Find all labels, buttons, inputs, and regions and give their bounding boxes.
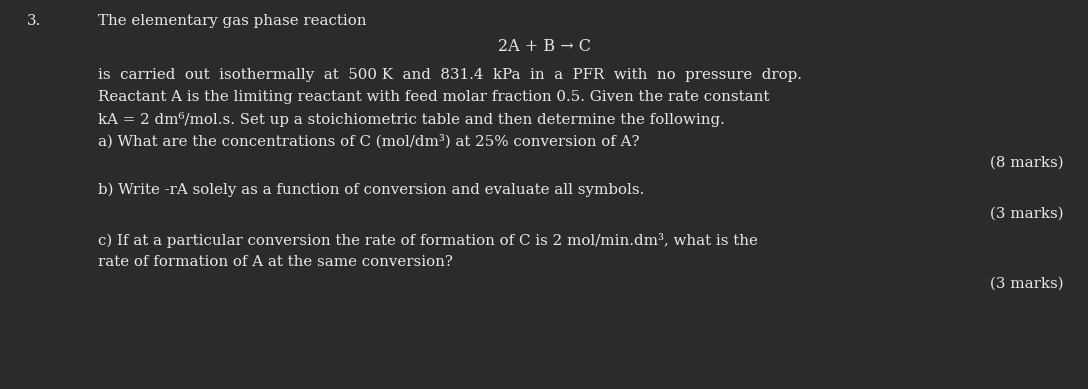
Text: (3 marks): (3 marks) (989, 277, 1063, 291)
Text: (3 marks): (3 marks) (989, 207, 1063, 221)
Text: 2A + B → C: 2A + B → C (497, 38, 591, 55)
Text: is  carried  out  isothermally  at  500 K  and  831.4  kPa  in  a  PFR  with  no: is carried out isothermally at 500 K and… (98, 68, 802, 82)
Text: b) Write -rA solely as a function of conversion and evaluate all symbols.: b) Write -rA solely as a function of con… (98, 183, 644, 197)
Text: rate of formation of A at the same conversion?: rate of formation of A at the same conve… (98, 255, 453, 269)
Text: The elementary gas phase reaction: The elementary gas phase reaction (98, 14, 367, 28)
Text: Reactant A is the limiting reactant with feed molar fraction 0.5. Given the rate: Reactant A is the limiting reactant with… (98, 90, 769, 104)
Text: c) If at a particular conversion the rate of formation of C is 2 mol/min.dm³, wh: c) If at a particular conversion the rat… (98, 233, 758, 248)
Text: 3.: 3. (27, 14, 41, 28)
Text: (8 marks): (8 marks) (989, 156, 1063, 170)
Text: kA = 2 dm⁶/mol.s. Set up a stoichiometric table and then determine the following: kA = 2 dm⁶/mol.s. Set up a stoichiometri… (98, 112, 725, 127)
Text: a) What are the concentrations of C (mol/dm³) at 25% conversion of A?: a) What are the concentrations of C (mol… (98, 134, 640, 148)
